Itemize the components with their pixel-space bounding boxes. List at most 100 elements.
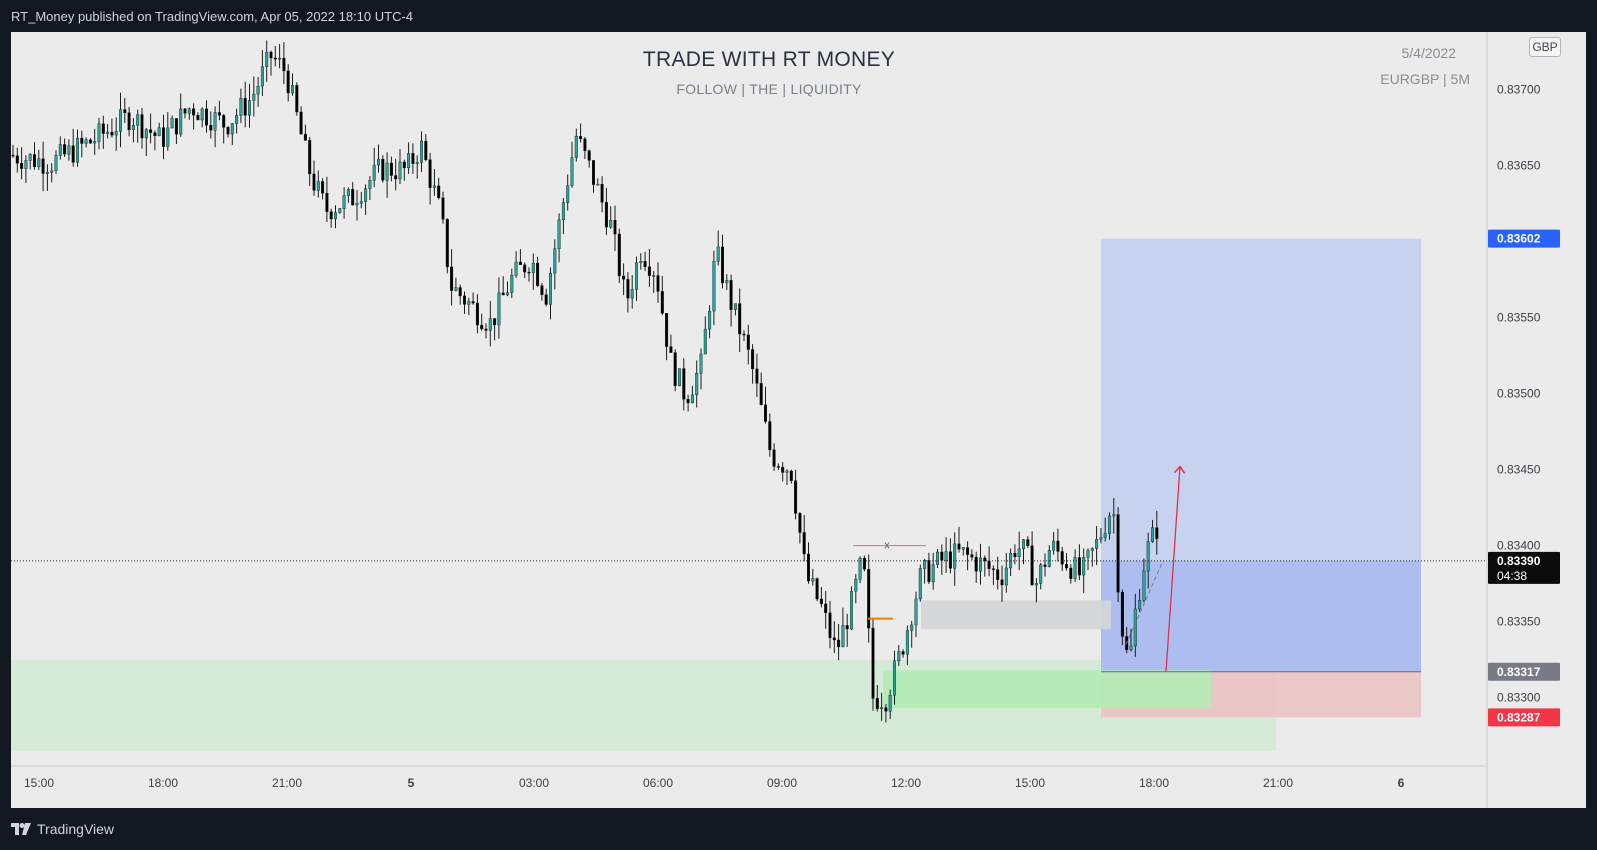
- candle-body: [204, 108, 208, 126]
- candle: [282, 42, 286, 85]
- candle: [996, 556, 1000, 590]
- candle-body: [596, 184, 600, 186]
- candle-body: [252, 93, 256, 101]
- time-tick-label: 21:00: [1263, 776, 1293, 790]
- candle-body: [725, 280, 729, 284]
- candle-body: [97, 123, 101, 142]
- candle-body: [1022, 539, 1026, 550]
- candle-body: [260, 66, 264, 87]
- candle: [682, 358, 686, 411]
- candle-body: [209, 125, 213, 131]
- candle: [549, 267, 553, 320]
- candle-body: [841, 625, 845, 648]
- target-arrow: [1165, 467, 1180, 672]
- candle-body: [1150, 527, 1154, 542]
- candle-body: [527, 271, 531, 274]
- candle: [1009, 548, 1013, 577]
- candle: [88, 138, 92, 144]
- candle: [196, 112, 200, 121]
- candle-body: [484, 328, 488, 331]
- candle-body: [940, 551, 944, 561]
- chart-area[interactable]: x 0.83700 0.83650 0.83550 0.83500 0.83450 0.8…: [11, 32, 1586, 808]
- candle-body: [544, 294, 548, 305]
- candle: [75, 129, 79, 167]
- candle-body: [768, 421, 772, 451]
- candle: [703, 316, 707, 355]
- candle-body: [37, 158, 41, 168]
- candle: [527, 267, 531, 282]
- candle-body: [974, 556, 978, 572]
- candle-body: [58, 144, 62, 156]
- candle: [587, 149, 591, 168]
- candle-body: [291, 85, 295, 94]
- candle: [334, 205, 338, 229]
- price-chart[interactable]: x 0.83700 0.83650 0.83550 0.83500 0.83450 0.8…: [11, 32, 1586, 808]
- candle: [768, 413, 772, 457]
- candle-body: [905, 630, 909, 655]
- candle: [987, 546, 991, 577]
- candle-body: [540, 285, 544, 295]
- candle: [510, 268, 514, 299]
- candle: [33, 142, 37, 170]
- candle-body: [192, 108, 196, 116]
- candle: [824, 590, 828, 629]
- candle: [420, 131, 424, 173]
- candle: [888, 689, 892, 720]
- candle: [71, 128, 75, 167]
- candle: [553, 239, 557, 290]
- candle-body: [265, 51, 269, 67]
- candle: [1039, 562, 1043, 590]
- time-tick-label: 15:00: [24, 776, 54, 790]
- candle-body: [1112, 514, 1116, 517]
- tradingview-logo-text: TradingView: [37, 821, 115, 837]
- candle-body: [875, 698, 879, 709]
- candle-body: [1069, 567, 1073, 579]
- candle: [931, 552, 935, 590]
- candle-body: [329, 211, 333, 220]
- footer-bar: TradingView: [0, 808, 1597, 850]
- candle-body: [63, 144, 67, 155]
- candle: [450, 249, 454, 306]
- candle-body: [1082, 557, 1086, 576]
- candle-body: [566, 185, 570, 203]
- candle-body: [467, 301, 471, 305]
- candle: [540, 283, 544, 301]
- candle-body: [733, 303, 737, 310]
- candle-body: [334, 212, 338, 220]
- candle-body: [622, 275, 626, 280]
- candle: [295, 82, 299, 116]
- candle: [609, 206, 613, 229]
- candle: [1064, 552, 1068, 571]
- entry-price-label-text: 0.83317: [1497, 665, 1541, 679]
- tradingview-logo[interactable]: TradingView: [11, 821, 114, 837]
- candle-body: [471, 301, 475, 304]
- candle: [617, 228, 621, 284]
- candle-body: [110, 131, 114, 136]
- current-price-label-bg: [1488, 551, 1560, 584]
- price-tick-label: 0.83300: [1497, 691, 1541, 705]
- candle-body: [1120, 591, 1124, 637]
- candle: [377, 144, 381, 173]
- candle-body: [626, 279, 630, 299]
- candle-body: [1060, 551, 1064, 565]
- candle-body: [230, 123, 234, 135]
- candle: [708, 305, 712, 339]
- candle-body: [118, 109, 122, 132]
- candle-body: [445, 219, 449, 268]
- candle: [927, 552, 931, 584]
- candle: [28, 153, 32, 170]
- stop-loss-label-text: 0.83287: [1497, 710, 1541, 724]
- candle: [467, 297, 471, 316]
- candle-body: [665, 313, 669, 347]
- candle: [811, 568, 815, 586]
- candle-body: [299, 111, 303, 135]
- candle: [63, 138, 67, 157]
- candle-body: [673, 352, 677, 387]
- candle-body: [101, 123, 105, 134]
- currency-badge[interactable]: GBP: [1529, 37, 1561, 57]
- candle: [1000, 565, 1004, 602]
- candle-body: [587, 150, 591, 161]
- candle: [325, 176, 329, 223]
- candle: [316, 170, 320, 198]
